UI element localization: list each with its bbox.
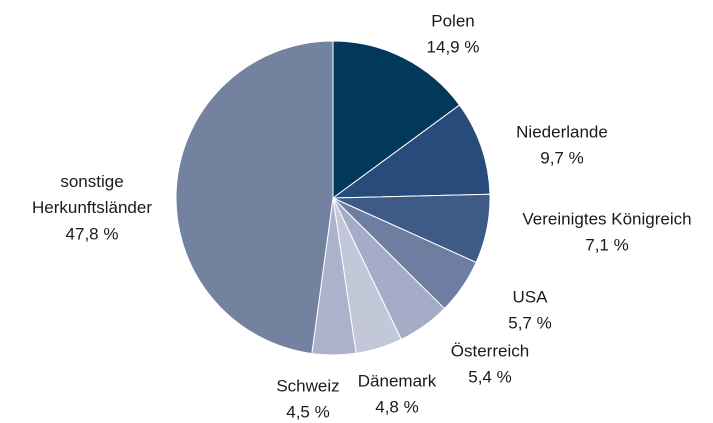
value-label: 9,7 % bbox=[540, 148, 583, 167]
slice-label: sonstige Herkunftsländer bbox=[32, 172, 152, 217]
value-label: 5,4 % bbox=[468, 367, 511, 386]
slice-label: Dänemark bbox=[358, 371, 437, 390]
slice-label: Polen bbox=[431, 11, 474, 30]
value-label: 5,7 % bbox=[508, 313, 551, 332]
pie-slice bbox=[332, 40, 461, 199]
pie-slice bbox=[175, 40, 334, 355]
slice-label: Schweiz bbox=[276, 376, 339, 395]
slice-label: Niederlande bbox=[516, 122, 608, 141]
value-label: 4,8 % bbox=[375, 397, 418, 416]
slice-label: USA bbox=[513, 287, 549, 306]
slice-label: Vereinigtes Königreich bbox=[522, 209, 691, 228]
slice-label: Österreich bbox=[451, 341, 529, 360]
label-line: sonstige bbox=[60, 172, 123, 191]
pie-slice bbox=[331, 104, 491, 199]
value-label: 7,1 % bbox=[585, 235, 628, 254]
label-line: Herkunftsländer bbox=[32, 198, 152, 217]
value-label: 14,9 % bbox=[427, 37, 480, 56]
value-label: 4,5 % bbox=[286, 402, 329, 421]
value-label: 47,8 % bbox=[66, 224, 119, 243]
